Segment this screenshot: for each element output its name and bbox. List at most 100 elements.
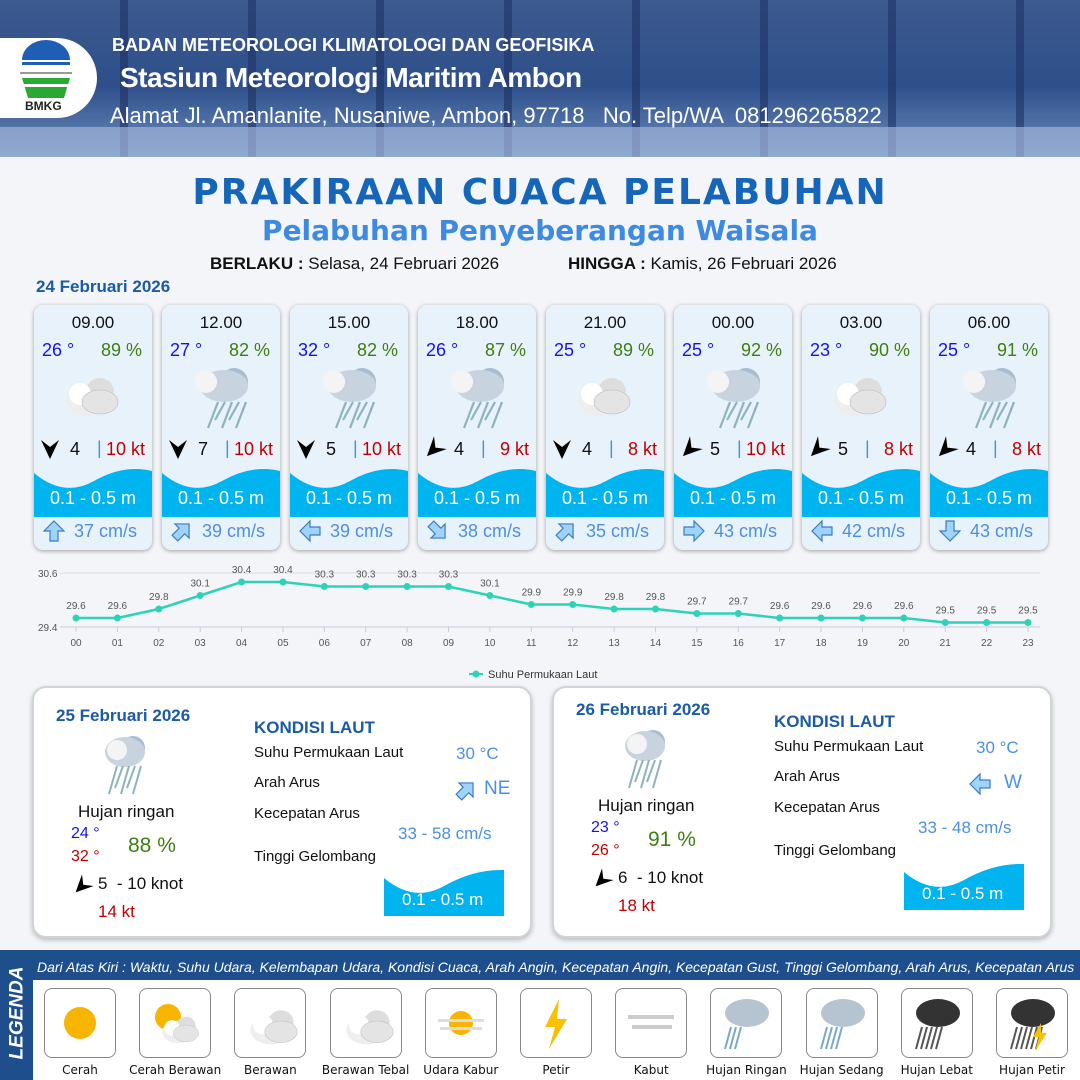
- separator: |: [993, 438, 998, 458]
- sst-label: Suhu Permukaan Laut: [254, 744, 404, 761]
- data-point: [610, 605, 618, 613]
- data-label: 29.8: [604, 592, 624, 603]
- data-label: 29.6: [108, 601, 128, 612]
- min-temperature: 24 °: [71, 825, 100, 842]
- legend-title: LEGENDA: [6, 966, 28, 1060]
- humidity: 89 %: [612, 340, 654, 360]
- legend-icon-cerah-berawan: [139, 988, 212, 1058]
- data-label: 30.4: [273, 565, 293, 576]
- data-point: [776, 614, 784, 622]
- forecast-card: 00.00 25 ° 92 % 5 | 10 kt 0.1 - 0.5 m 43 cm/s: [674, 305, 792, 550]
- gust-speed: 10 kt: [105, 439, 145, 459]
- current-direction-icon: [454, 778, 478, 807]
- current-row: 35 cm/s: [554, 519, 662, 545]
- legend-label: Kabut: [633, 1063, 669, 1077]
- humidity: 82 %: [356, 340, 398, 360]
- gust-speed: 8 kt: [1011, 439, 1041, 459]
- data-point: [196, 592, 204, 599]
- wind-speed: 4: [582, 439, 593, 459]
- x-tick-label: 13: [609, 638, 621, 649]
- current-direction-icon: [682, 519, 706, 548]
- forecast-time: 12.00: [199, 313, 243, 332]
- sst-chart: 30.6 29.4 29.6 00 29.6 01 29.8 02 30.1 03 30.4 04 30…: [38, 565, 1040, 681]
- current-speed: 39 cm/s: [330, 521, 394, 541]
- wind-direction-icon: [423, 436, 447, 465]
- wind-direction-icon: [807, 436, 831, 465]
- valid-from-label: BERLAKU :: [210, 254, 304, 273]
- port-name: Pelabuhan Penyeberangan Waisala: [262, 214, 818, 247]
- x-tick-label: 21: [940, 638, 952, 649]
- data-point: [113, 614, 121, 622]
- legend-label: Hujan Sedang: [799, 1063, 884, 1077]
- gust-speed: 9 kt: [499, 439, 529, 459]
- forecast-time: 15.00: [327, 313, 371, 332]
- separator: |: [353, 438, 358, 458]
- wave-graphic: [34, 463, 152, 517]
- svg-text:BMKG: BMKG: [25, 99, 62, 113]
- wind-row: 5 | 8 kt: [807, 436, 917, 465]
- data-point: [734, 610, 742, 617]
- air-temperature: 23 °: [810, 340, 843, 360]
- valid-from: BERLAKU : Selasa, 24 Februari 2026: [210, 254, 499, 274]
- data-point: [279, 578, 287, 586]
- day-date: 26 Februari 2026: [576, 700, 711, 719]
- current-speed: 43 cm/s: [714, 521, 778, 541]
- legend-label: Cerah: [62, 1063, 98, 1077]
- valid-from-date: Selasa, 24 Februari 2026: [308, 254, 500, 273]
- min-temperature: 23 °: [591, 819, 620, 836]
- wave-height: 0.1 - 0.5 m: [689, 488, 777, 508]
- valid-to: HINGGA : Kamis, 26 Februari 2026: [568, 254, 837, 274]
- x-tick-label: 17: [774, 638, 786, 649]
- data-label: 29.5: [977, 606, 997, 617]
- separator: |: [609, 438, 614, 458]
- humidity: 89 %: [100, 340, 142, 360]
- wave-graphic: [904, 862, 1024, 915]
- wave-height: 0.1 - 0.5 m: [49, 488, 137, 508]
- gust-speed: 10 kt: [361, 439, 401, 459]
- legend-label: Petir: [542, 1063, 570, 1077]
- weather-icon-berawan-tebal: [54, 360, 134, 435]
- current-speed-label: Kecepatan Arus: [254, 805, 360, 822]
- current-direction-label: Arah Arus: [254, 774, 320, 791]
- data-point: [569, 601, 577, 608]
- data-label: 29.7: [687, 597, 707, 608]
- weather-icon-berawan-tebal: [822, 360, 902, 435]
- data-label: 29.9: [563, 588, 583, 599]
- wind-row: 5 | 10 kt: [679, 436, 789, 462]
- gust-speed: 18 kt: [618, 896, 655, 915]
- data-point: [858, 614, 866, 622]
- max-temperature: 32 °: [71, 848, 100, 865]
- gust-speed: 10 kt: [745, 439, 785, 459]
- x-tick-label: 05: [277, 638, 289, 649]
- forecast-card: 15.00 32 ° 82 % 5 | 10 kt 0.1 - 0.5 m 39 cm/s: [290, 305, 408, 550]
- wind-row: 4 | 8 kt: [551, 438, 661, 462]
- current-speed-value: 33 - 58 cm/s: [398, 824, 492, 843]
- wave-graphic: [802, 463, 920, 517]
- wave-height: 0.1 - 0.5 m: [177, 488, 265, 508]
- current-direction-icon: [170, 519, 194, 548]
- current-speed-label: Kecepatan Arus: [774, 799, 880, 816]
- current-speed: 37 cm/s: [74, 521, 138, 541]
- forecast-card: 18.00 26 ° 87 % 4 | 9 kt 0.1 - 0.5 m 38 cm/s: [418, 305, 536, 550]
- current-direction-icon: [554, 519, 578, 548]
- air-temperature: 25 °: [938, 340, 971, 360]
- x-tick-label: 09: [443, 638, 455, 649]
- day-date: 25 Februari 2026: [56, 706, 191, 725]
- air-temperature: 26 °: [426, 340, 459, 360]
- data-point: [651, 605, 659, 613]
- x-tick-label: 11: [526, 638, 537, 649]
- data-label: 29.5: [1018, 606, 1038, 617]
- separator: |: [481, 438, 486, 458]
- wind-direction-icon: [295, 438, 317, 465]
- wave-height-label: Tinggi Gelombang: [774, 842, 897, 859]
- wind-direction-icon: [935, 436, 959, 465]
- forecast-time: 21.00: [583, 313, 627, 332]
- wave-graphic: [162, 463, 280, 517]
- wave-graphic: [674, 463, 792, 517]
- legend-icon-hujan-sedang: [805, 988, 878, 1058]
- weather-icon-hujan-ringan: [950, 360, 1030, 435]
- current-direction-icon: [42, 519, 66, 548]
- wave-graphic: [418, 463, 536, 517]
- legend-label: Udara Kabur: [423, 1063, 499, 1077]
- y-tick-label: 29.4: [38, 623, 58, 634]
